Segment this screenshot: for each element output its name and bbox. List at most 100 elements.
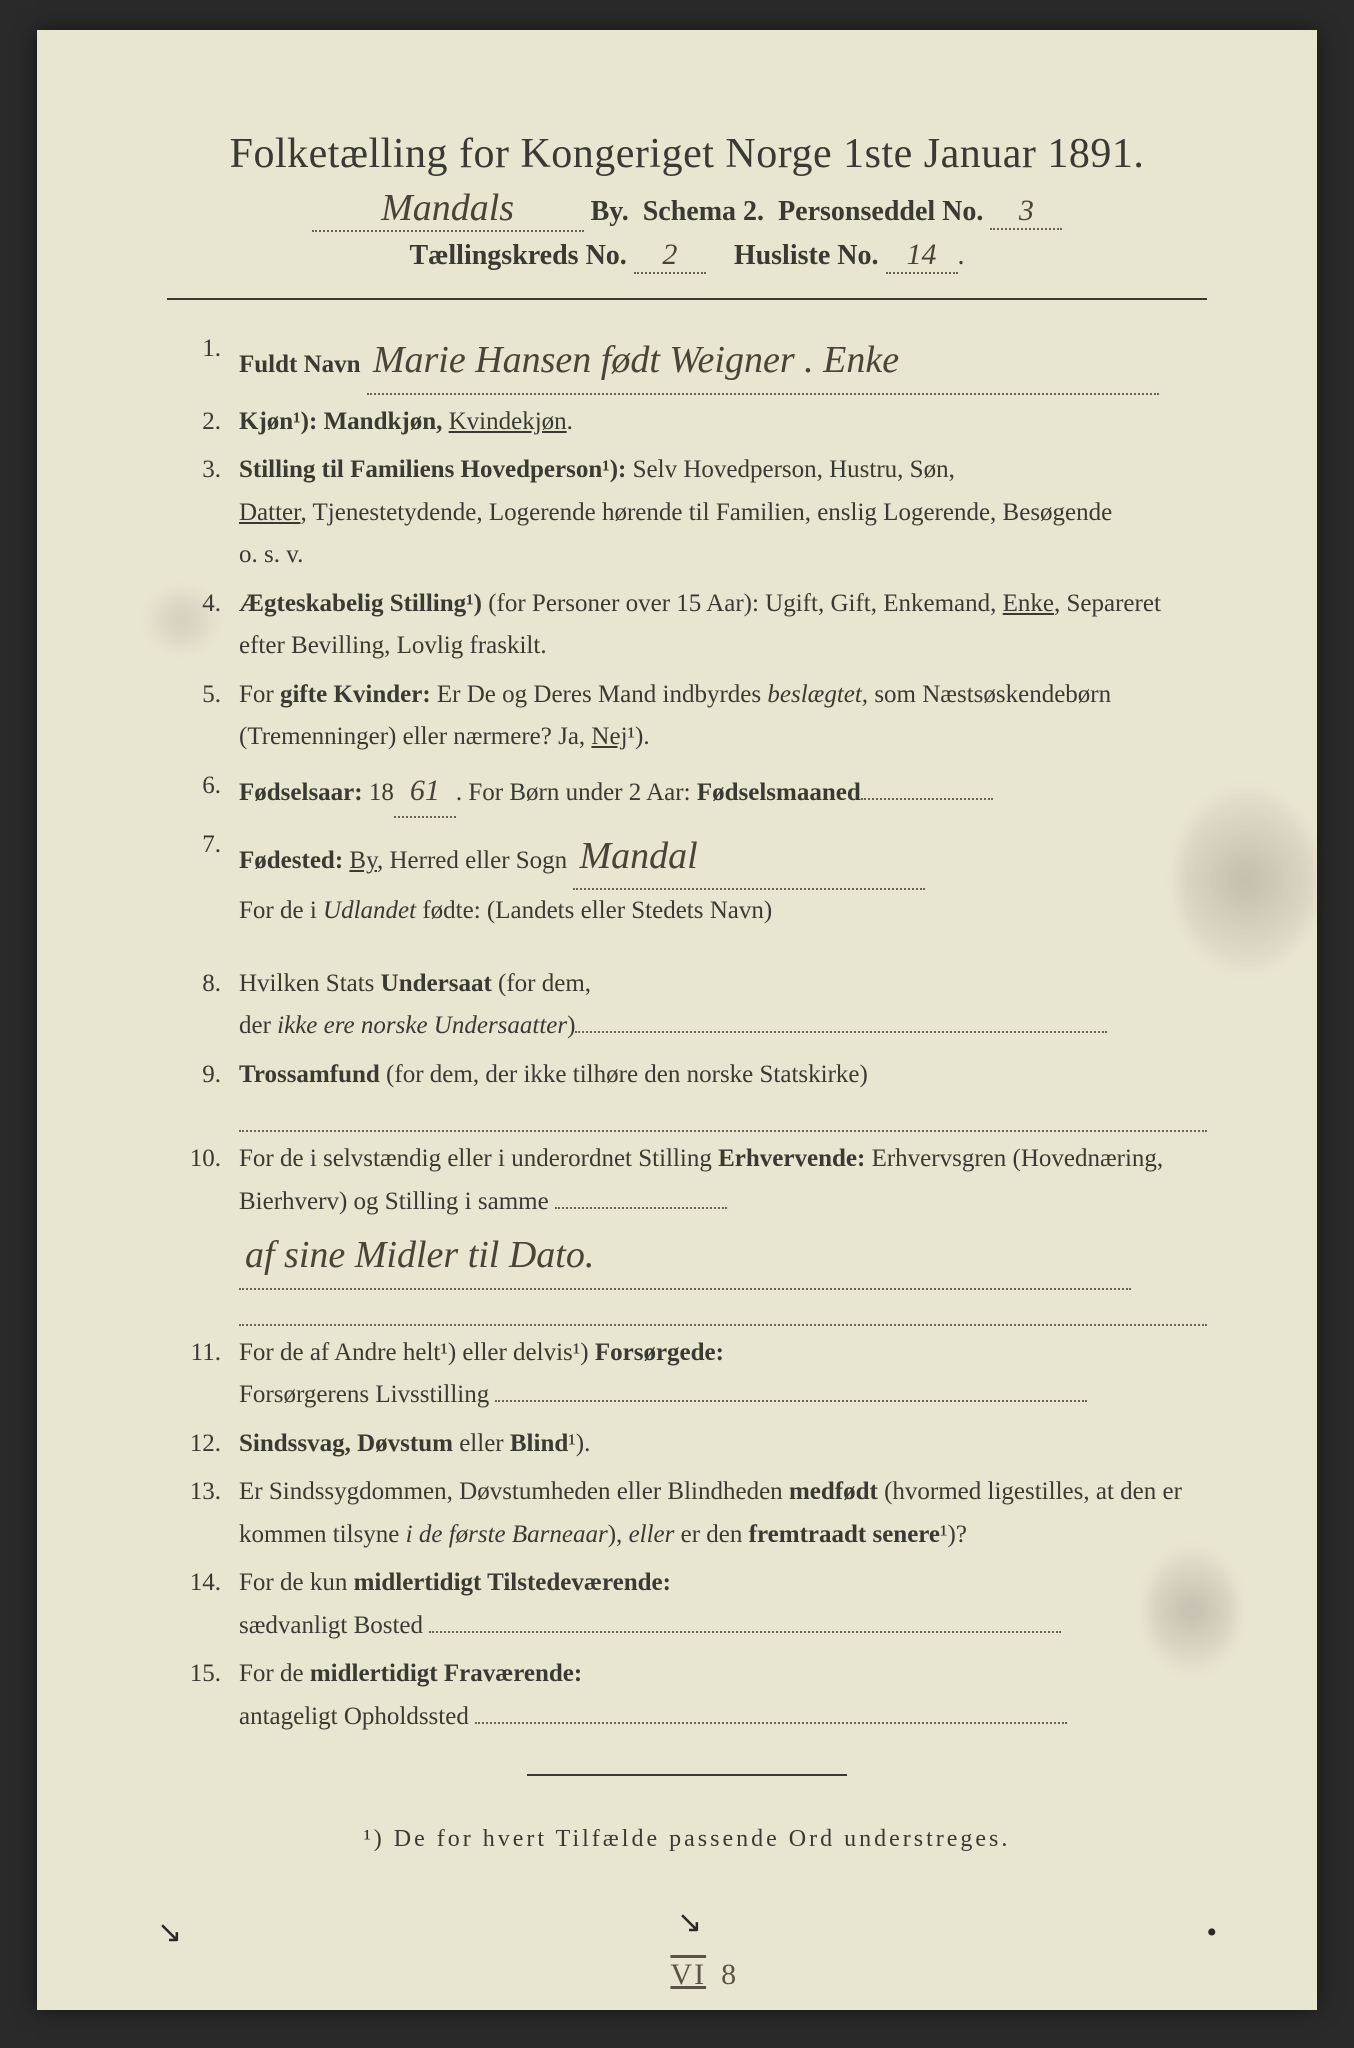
item-3: 3. Stilling til Familiens Hovedperson¹):… bbox=[167, 449, 1207, 577]
blank-field bbox=[495, 1400, 1087, 1402]
q2-text: Kjøn¹): Mandkjøn, bbox=[239, 408, 449, 435]
item-number: 9. bbox=[167, 1054, 239, 1097]
personseddel-no: 3 bbox=[1019, 194, 1034, 227]
q13-label2: fremtraadt senere bbox=[749, 1521, 940, 1548]
q8-label: Undersaat bbox=[381, 970, 492, 997]
q8-italic: ikke ere norske Undersaatter bbox=[277, 1012, 567, 1039]
page-mark: VI 8 bbox=[670, 1958, 736, 1992]
q7-underlined: By bbox=[349, 847, 377, 874]
q1-handwritten: Marie Hansen født Weigner . Enke bbox=[373, 339, 899, 381]
husliste-no: 14 bbox=[907, 238, 937, 271]
q3-label: Stilling til Familiens Hovedperson¹): bbox=[239, 456, 626, 483]
item-number: 6. bbox=[167, 765, 239, 808]
q8-text: Hvilken Stats bbox=[239, 970, 381, 997]
item-14: 14. For de kun midlertidigt Tilstedevære… bbox=[167, 1562, 1207, 1647]
item-number: 13. bbox=[167, 1471, 239, 1514]
q5-italic: beslægtet, bbox=[767, 681, 868, 708]
q3-text: , Tjenestetydende, Logerende hørende til… bbox=[300, 499, 1112, 526]
q4-label: Ægteskabelig Stilling¹) bbox=[239, 590, 482, 617]
subtitle-line-2: Tællingskreds No. 2 Husliste No. 14. bbox=[167, 238, 1207, 274]
q4-text: (for Personer over 15 Aar): Ugift, Gift,… bbox=[482, 590, 1003, 617]
q7-text: For de i bbox=[239, 897, 323, 924]
q8-text: der bbox=[239, 1012, 277, 1039]
blank-line bbox=[239, 1294, 1207, 1326]
q1-label: Fuldt Navn bbox=[239, 351, 361, 378]
q7-text: , Herred eller Sogn bbox=[377, 847, 567, 874]
kreds-no: 2 bbox=[662, 238, 677, 271]
q11-label: Forsørgede: bbox=[595, 1339, 724, 1366]
item-15: 15. For de midlertidigt Fraværende: anta… bbox=[167, 1653, 1207, 1738]
q6-label2: Fødselsmaaned bbox=[697, 779, 861, 806]
q7-handwritten: Mandal bbox=[579, 835, 697, 877]
q5-text: Er De og Deres Mand indbyrdes bbox=[431, 681, 768, 708]
q7-label: Fødested: bbox=[239, 847, 349, 874]
item-10: 10. For de i selvstændig eller i underor… bbox=[167, 1138, 1207, 1326]
item-8: 8. Hvilken Stats Undersaat (for dem, der… bbox=[167, 963, 1207, 1048]
tick-mark: • bbox=[1206, 1916, 1217, 1950]
roman-numeral: VI bbox=[670, 1958, 706, 1991]
by-label: By. bbox=[591, 196, 629, 227]
item-number: 1. bbox=[167, 328, 239, 371]
item-4: 4. Ægteskabelig Stilling¹) (for Personer… bbox=[167, 583, 1207, 668]
q15-text: antageligt Opholdssted bbox=[239, 1703, 469, 1730]
q8-text: (for dem, bbox=[492, 970, 591, 997]
q3-text: o. s. v. bbox=[239, 541, 303, 568]
q3-underlined: Datter bbox=[239, 499, 300, 526]
item-number: 11. bbox=[167, 1332, 239, 1375]
item-13: 13. Er Sindssygdommen, Døvstumheden elle… bbox=[167, 1471, 1207, 1556]
q13-text: ), bbox=[608, 1521, 629, 1548]
census-form-page: Folketælling for Kongeriget Norge 1ste J… bbox=[37, 30, 1317, 2010]
city-handwritten: Mandals bbox=[381, 187, 514, 229]
q13-italic: i de første Barneaar bbox=[406, 1521, 608, 1548]
ink-smudge bbox=[147, 590, 217, 650]
q13-text: Er Sindssygdommen, Døvstumheden eller Bl… bbox=[239, 1478, 789, 1505]
q5-label: gifte Kvinder: bbox=[280, 681, 431, 708]
q5-underlined: Nej bbox=[591, 723, 627, 750]
q15-label: midlertidigt Fraværende: bbox=[310, 1660, 582, 1687]
q7-text: fødte: (Landets eller Stedets Navn) bbox=[416, 897, 772, 924]
q12-label2: Blind bbox=[510, 1430, 568, 1457]
q8-text: ) bbox=[567, 1012, 575, 1039]
blank-field bbox=[429, 1631, 1061, 1633]
q12-label: Sindssvag, Døvstum bbox=[239, 1430, 453, 1457]
item-5: 5. For gifte Kvinder: Er De og Deres Man… bbox=[167, 674, 1207, 759]
item-number: 7. bbox=[167, 824, 239, 867]
item-2: 2. Kjøn¹): Mandkjøn, Kvindekjøn. bbox=[167, 401, 1207, 444]
q14-label: midlertidigt Tilstedeværende: bbox=[354, 1569, 671, 1596]
q6-label: Fødselsaar: bbox=[239, 779, 363, 806]
divider bbox=[167, 298, 1207, 300]
q13-italic2: eller bbox=[629, 1521, 675, 1548]
item-number: 12. bbox=[167, 1423, 239, 1466]
tick-mark: ↘ bbox=[157, 1915, 182, 1950]
footnote: ¹) De for hvert Tilfælde passende Ord un… bbox=[167, 1826, 1207, 1853]
divider-short bbox=[527, 1774, 847, 1776]
q6-text: . For Børn under 2 Aar: bbox=[456, 779, 697, 806]
blank-field bbox=[575, 1031, 1107, 1033]
q4-underlined: Enke bbox=[1003, 590, 1054, 617]
q3-text: Selv Hovedperson, Hustru, Søn, bbox=[626, 456, 954, 483]
item-number: 15. bbox=[167, 1653, 239, 1696]
ink-smudge bbox=[1147, 1550, 1237, 1670]
blank-field bbox=[555, 1207, 727, 1209]
q14-text: For de kun bbox=[239, 1569, 354, 1596]
q9-text: (for dem, der ikke tilhøre den norske St… bbox=[380, 1061, 868, 1088]
item-number: 10. bbox=[167, 1138, 239, 1181]
q7-italic: Udlandet bbox=[323, 897, 416, 924]
q13-text: ¹)? bbox=[940, 1521, 967, 1548]
q15-text: For de bbox=[239, 1660, 310, 1687]
item-number: 3. bbox=[167, 449, 239, 492]
q13-text: er den bbox=[674, 1521, 748, 1548]
item-11: 11. For de af Andre helt¹) eller delvis¹… bbox=[167, 1332, 1207, 1417]
tick-mark: ↘ bbox=[677, 1905, 702, 1940]
item-7: 7. Fødested: By, Herred eller Sogn Manda… bbox=[167, 824, 1207, 933]
item-6: 6. Fødselsaar: 18 61 . For Børn under 2 Aa… bbox=[167, 765, 1207, 818]
q6-handwritten: 61 bbox=[410, 774, 440, 807]
q6-text: 18 bbox=[363, 779, 394, 806]
q11-text: Forsørgerens Livsstilling bbox=[239, 1381, 489, 1408]
blank-line bbox=[239, 1100, 1207, 1132]
q10-text: For de i selvstændig eller i underordnet… bbox=[239, 1145, 718, 1172]
q12-text: eller bbox=[453, 1430, 510, 1457]
item-number: 2. bbox=[167, 401, 239, 444]
kreds-label: Tællingskreds No. bbox=[409, 240, 626, 271]
blank-field bbox=[861, 798, 993, 800]
